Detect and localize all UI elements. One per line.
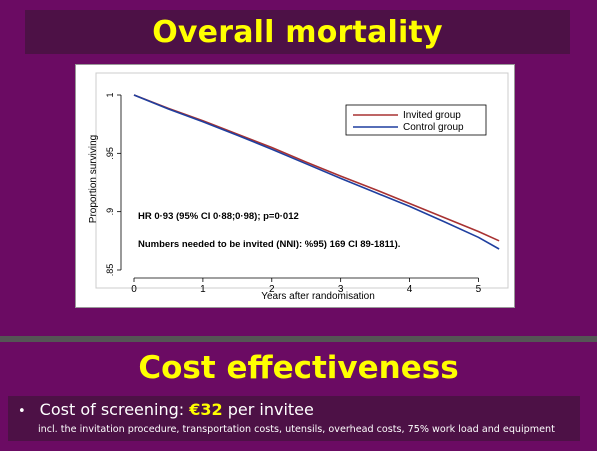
x-axis-label: Years after randomisation bbox=[261, 291, 375, 302]
x-tick-label: 1 bbox=[200, 284, 206, 295]
section-divider bbox=[0, 336, 597, 342]
slide-title: Overall mortality bbox=[152, 14, 443, 50]
legend-label-control: Control group bbox=[403, 122, 464, 133]
y-axis-label: Proportion surviving bbox=[88, 135, 99, 223]
annotation-hazard-ratio: HR 0·93 (95% CI 0·88;0·98); p=0·012 bbox=[138, 211, 299, 222]
x-tick-label: 3 bbox=[338, 284, 344, 295]
chart-lines bbox=[133, 94, 500, 250]
chart-legend: Invited group Control group bbox=[345, 104, 487, 136]
legend-label-invited: Invited group bbox=[403, 110, 461, 121]
cost-amount: €32 bbox=[189, 400, 223, 419]
cost-label-suffix: per invitee bbox=[222, 400, 314, 419]
section-title-wrap: Cost effectiveness bbox=[0, 350, 597, 386]
cost-bullet: • Cost of screening: €32 per invitee bbox=[18, 400, 314, 419]
legend-box bbox=[345, 104, 487, 136]
bullet-marker: • bbox=[18, 404, 26, 419]
y-tick-label: .95 bbox=[105, 147, 115, 160]
annotation-nni: Numbers needed to be invited (NNI): %95)… bbox=[138, 239, 400, 250]
section-title: Cost effectiveness bbox=[138, 350, 459, 386]
cost-info-box: • Cost of screening: €32 per invitee incl… bbox=[8, 396, 580, 441]
cost-detail: incl. the invitation procedure, transpor… bbox=[38, 424, 555, 435]
x-tick-label: 5 bbox=[476, 284, 482, 295]
series-line-invited bbox=[133, 94, 500, 242]
y-tick-label: .9 bbox=[105, 208, 115, 216]
y-tick-label: 1 bbox=[105, 92, 115, 97]
slide-title-bar: Overall mortality bbox=[25, 10, 570, 54]
x-tick-label: 0 bbox=[131, 284, 137, 295]
x-tick-label: 2 bbox=[269, 284, 275, 295]
x-tick-label: 4 bbox=[407, 284, 413, 295]
survival-chart-svg: 0 1 2 3 4 5 .85 .9 .95 1 Invited group Control gr… bbox=[88, 72, 509, 302]
cost-label: Cost of screening: bbox=[39, 400, 190, 419]
chart-axes: 0 1 2 3 4 5 .85 .9 .95 1 bbox=[105, 92, 482, 295]
y-tick-label: .85 bbox=[105, 264, 115, 277]
survival-chart: 0 1 2 3 4 5 .85 .9 .95 1 Invited group Control gr… bbox=[75, 64, 515, 308]
series-line-control bbox=[133, 94, 500, 250]
